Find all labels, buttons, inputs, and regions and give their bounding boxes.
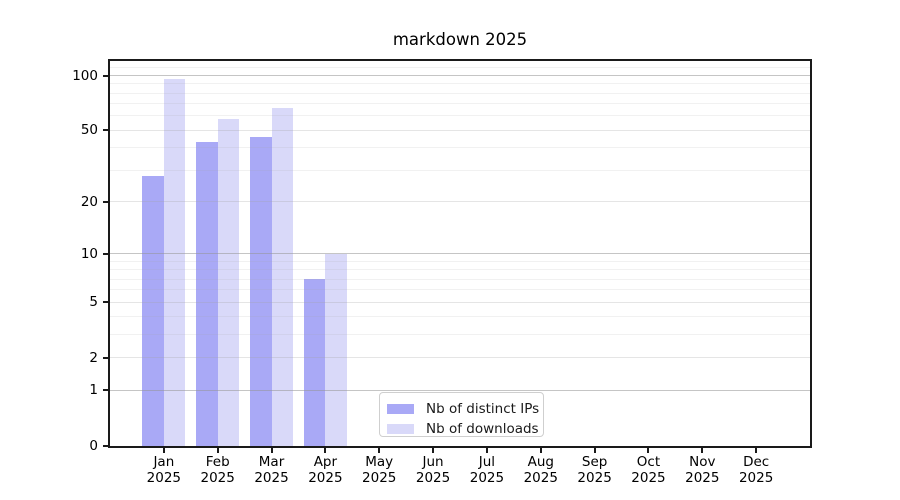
- x-tick-mark: [216, 448, 219, 453]
- chart-title: markdown 2025: [392, 30, 528, 49]
- legend-entry-label: Nb of downloads: [426, 420, 539, 437]
- y-tick-mark: [103, 301, 108, 304]
- y-gridline-minor: [110, 83, 810, 85]
- y-tick-mark: [103, 129, 108, 132]
- x-tick-label: Feb 2025: [200, 454, 235, 486]
- y-gridline: [110, 357, 810, 359]
- y-gridline: [110, 201, 810, 203]
- legend-swatch: [387, 403, 414, 414]
- y-gridline-major: [110, 75, 810, 76]
- x-tick-mark: [593, 448, 596, 453]
- x-tick-mark: [701, 448, 704, 453]
- legend: Nb of distinct IPs Nb of downloads: [379, 392, 544, 437]
- legend-entry: Nb of distinct IPs: [387, 399, 543, 418]
- x-tick-label: Nov 2025: [685, 454, 720, 486]
- plot-area: 0 1 2 5 10 20 50 100 Jan 2025 Feb 2025 Mar 2025 Apr…: [72, 61, 810, 485]
- y-tick-label: 2: [89, 349, 98, 366]
- y-tick-mark: [103, 200, 108, 203]
- y-tick-mark: [103, 74, 108, 77]
- x-tick-label: Jun 2025: [415, 454, 451, 486]
- y-gridline-minor: [110, 103, 810, 105]
- x-tick-mark: [485, 448, 488, 453]
- y-tick-label: 5: [89, 294, 98, 311]
- y-gridline-major: [110, 389, 810, 391]
- y-tick-label: 1: [89, 382, 98, 399]
- y-gridline-major: [110, 253, 810, 254]
- legend-swatch: [387, 423, 414, 434]
- x-tick-mark: [755, 448, 758, 453]
- x-tick-label: Sep 2025: [577, 454, 612, 486]
- y-gridline-minor: [110, 316, 810, 318]
- bar-distinct-ips: [303, 279, 326, 446]
- y-tick-label: 20: [80, 193, 98, 210]
- y-gridline: [110, 301, 810, 303]
- x-tick-label: Jan 2025: [146, 454, 182, 486]
- x-tick-mark: [432, 448, 435, 453]
- x-tick-label: Apr 2025: [308, 454, 343, 486]
- x-tick-label: Oct 2025: [631, 454, 666, 486]
- y-tick-mark: [103, 356, 108, 359]
- y-tick-label: 10: [80, 245, 98, 262]
- bar-distinct-ips: [196, 142, 218, 446]
- x-tick-mark: [270, 448, 273, 453]
- x-tick-mark: [539, 448, 542, 453]
- x-tick-mark: [647, 448, 650, 453]
- x-tick-mark: [378, 448, 381, 453]
- x-tick-label: May 2025: [362, 454, 397, 486]
- y-tick-label: 0: [89, 438, 98, 454]
- y-gridline-minor: [110, 147, 810, 149]
- y-gridline: [110, 129, 810, 131]
- legend-entry-label: Nb of distinct IPs: [426, 400, 540, 417]
- y-gridline-minor: [110, 269, 810, 271]
- bar-downloads: [163, 78, 186, 446]
- x-tick-label: Aug 2025: [523, 454, 558, 486]
- x-tick-mark: [324, 448, 327, 453]
- legend-entry: Nb of downloads: [387, 419, 543, 438]
- x-tick-label: Mar 2025: [254, 454, 289, 486]
- y-gridline-minor: [110, 278, 810, 280]
- bar-distinct-ips: [250, 136, 272, 446]
- y-tick-mark: [103, 252, 108, 255]
- y-gridline-minor: [110, 169, 810, 171]
- y-gridline-minor: [110, 67, 810, 69]
- bar-distinct-ips: [142, 175, 164, 446]
- bar-downloads: [271, 108, 294, 446]
- y-gridline-minor: [110, 260, 810, 262]
- y-gridline-minor: [110, 115, 810, 117]
- x-tick-label: Jul 2025: [469, 454, 505, 486]
- y-gridline-minor: [110, 334, 810, 336]
- y-tick-mark: [103, 389, 108, 392]
- y-tick-label: 100: [72, 67, 98, 84]
- bar-downloads: [217, 118, 240, 446]
- x-tick-label: Dec 2025: [738, 454, 774, 486]
- y-tick-label: 50: [80, 122, 98, 139]
- y-gridline-minor: [110, 289, 810, 291]
- y-tick-mark: [103, 445, 108, 447]
- x-tick-mark: [162, 448, 165, 453]
- y-gridline-minor: [110, 92, 810, 94]
- bar-downloads: [325, 253, 347, 446]
